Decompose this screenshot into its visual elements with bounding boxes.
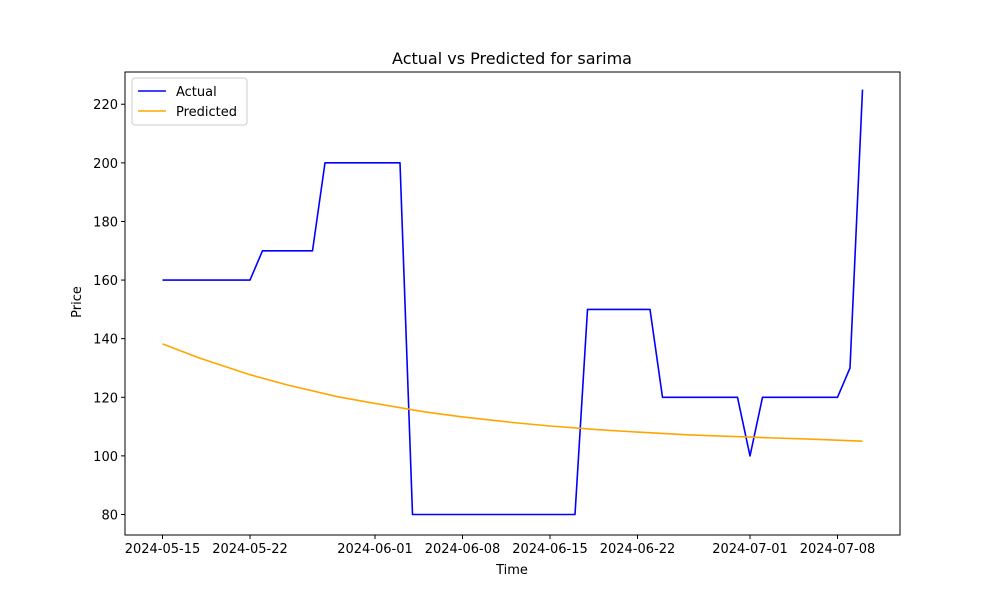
y-tick-label: 80 [101, 508, 118, 523]
y-tick-label: 220 [93, 98, 118, 113]
legend: Actual Predicted [131, 77, 248, 126]
legend-box [131, 77, 248, 126]
x-tick-label: 2024-06-08 [425, 542, 501, 557]
x-tick-label: 2024-05-22 [212, 542, 288, 557]
x-tick-label: 2024-06-15 [512, 542, 588, 557]
series-line-actual [162, 89, 864, 516]
x-tick-label: 2024-06-01 [337, 542, 413, 557]
chart-title: Actual vs Predicted for sarima [392, 49, 632, 68]
x-tick-label: 2024-05-15 [125, 542, 201, 557]
series-line-predicted [162, 343, 863, 442]
y-tick-label: 140 [93, 333, 118, 348]
y-axis-label: Price [70, 286, 85, 318]
series-layer [162, 89, 864, 516]
y-tick-label: 100 [93, 450, 118, 465]
y-axis: 80 100 120 140 160 180 200 220 [93, 98, 125, 523]
x-tick-label: 2024-07-08 [800, 542, 876, 557]
legend-label-predicted: Predicted [176, 105, 237, 120]
x-tick-label: 2024-07-01 [712, 542, 788, 557]
legend-label-actual: Actual [176, 85, 217, 100]
y-tick-label: 200 [93, 157, 118, 172]
x-axis-label: Time [495, 563, 528, 578]
x-tick-label: 2024-06-22 [600, 542, 676, 557]
y-tick-label: 120 [93, 391, 118, 406]
plot-frame [124, 71, 901, 536]
y-tick-label: 180 [93, 215, 118, 230]
x-axis: 2024-05-15 2024-05-22 2024-06-01 2024-06-08… [125, 535, 876, 557]
y-tick-label: 160 [93, 274, 118, 289]
